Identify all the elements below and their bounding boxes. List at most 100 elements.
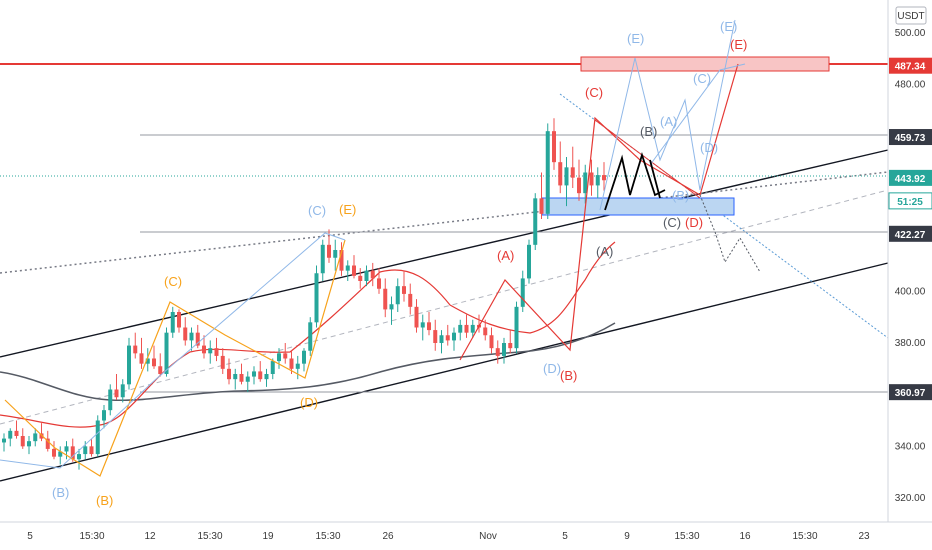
candle <box>177 309 181 333</box>
slow-moving-average <box>0 322 616 402</box>
candle <box>170 306 175 338</box>
y-tick-label: 380.00 <box>895 338 926 349</box>
x-axis-ticks[interactable]: 5 15:30 12 15:30 19 15:30 26 Nov 5 9 15:30 16 15:30 2… <box>27 531 870 542</box>
candle-body <box>127 345 131 385</box>
candle-body <box>314 273 319 323</box>
label-red-e: (E) <box>730 37 747 52</box>
candle <box>14 420 19 439</box>
label-gray-a: (A) <box>596 244 613 259</box>
candle <box>402 270 406 302</box>
candle <box>602 162 606 191</box>
candle-body <box>83 446 88 455</box>
candle <box>120 379 125 403</box>
candle <box>439 330 444 354</box>
candle-body <box>377 278 381 289</box>
candle-body <box>527 244 531 279</box>
candle-body <box>177 312 181 328</box>
candle-body <box>77 454 81 460</box>
candle <box>145 348 150 372</box>
channel-mid-line <box>0 189 889 425</box>
candle-body <box>333 250 338 258</box>
candle-body <box>108 389 113 411</box>
candle <box>189 327 194 351</box>
x-tick-label: Nov <box>479 531 497 542</box>
x-tick-label: 12 <box>144 531 156 542</box>
candle-body <box>339 250 344 271</box>
candle-body <box>8 430 13 439</box>
candle-body <box>595 175 600 186</box>
price-tag-label: 487.34 <box>895 62 926 73</box>
candle <box>8 428 13 447</box>
label-red-d: (D) <box>685 215 703 230</box>
x-tick-label: 15:30 <box>197 531 222 542</box>
candle-body <box>245 376 250 382</box>
currency-label: USDT <box>897 11 924 22</box>
candle <box>433 319 438 351</box>
candle <box>470 319 475 338</box>
price-tag-label: 360.97 <box>895 388 926 399</box>
candle <box>227 358 231 385</box>
candle <box>527 239 531 284</box>
price-tag: 422.27 <box>889 225 932 242</box>
label-orange-e: (E) <box>339 202 356 217</box>
candle <box>302 348 306 372</box>
candle-body <box>14 430 19 436</box>
candle <box>483 319 488 341</box>
candle <box>358 268 363 289</box>
candle <box>70 438 75 462</box>
candle <box>77 448 81 470</box>
candle <box>395 278 400 312</box>
label-red-c: (C) <box>585 85 603 100</box>
candle-body <box>308 322 313 351</box>
candle-body <box>183 327 188 341</box>
price-tag-box <box>889 225 932 242</box>
price-tag-box <box>889 169 932 186</box>
candle <box>452 327 456 351</box>
candle <box>139 337 144 369</box>
label-orange-d: (D) <box>300 395 318 410</box>
candle <box>320 239 325 281</box>
candle <box>270 358 275 380</box>
candle-body <box>495 348 500 356</box>
candle <box>158 353 163 377</box>
price-tag: 360.97 <box>889 384 932 401</box>
candle-body <box>427 322 431 331</box>
candle-body <box>158 366 163 374</box>
candle <box>252 366 256 385</box>
candle-body <box>533 198 538 245</box>
wave-labels: (C) (E) (D) (B) (C) (B) (D) (A) (B) (C) … <box>52 19 747 508</box>
candle <box>2 433 6 452</box>
label-lightblue-e2: (E) <box>720 19 737 34</box>
candle-body <box>202 345 206 354</box>
candle-body <box>483 327 488 336</box>
label-orange-c: (C) <box>164 274 182 289</box>
candle-body <box>252 371 256 377</box>
price-tag: 443.92 <box>889 169 932 186</box>
candle <box>333 239 338 271</box>
candle <box>314 265 319 328</box>
candle-body <box>489 335 494 349</box>
gray-projection-path <box>699 194 761 273</box>
candle <box>558 141 563 194</box>
candle-body <box>233 374 238 380</box>
price-tags: 487.34 459.73 443.92 51:25 422.27 360.97 <box>888 57 932 401</box>
label-lightblue-b: (B) <box>672 188 689 203</box>
candle <box>195 324 200 349</box>
price-scale[interactable] <box>888 0 932 550</box>
candle <box>589 159 594 196</box>
x-tick-label: 15:30 <box>792 531 817 542</box>
candle <box>408 283 413 315</box>
candle <box>327 229 331 263</box>
candle <box>133 332 138 359</box>
candle-body <box>552 131 556 163</box>
candle-body <box>345 265 350 271</box>
candle <box>52 441 56 460</box>
candle-body <box>289 358 294 369</box>
candle-body <box>445 335 450 341</box>
candle <box>233 368 238 390</box>
x-tick-label: 5 <box>562 531 568 542</box>
candle-body <box>564 167 569 186</box>
candle-body <box>570 167 575 178</box>
candle-body <box>302 350 306 364</box>
